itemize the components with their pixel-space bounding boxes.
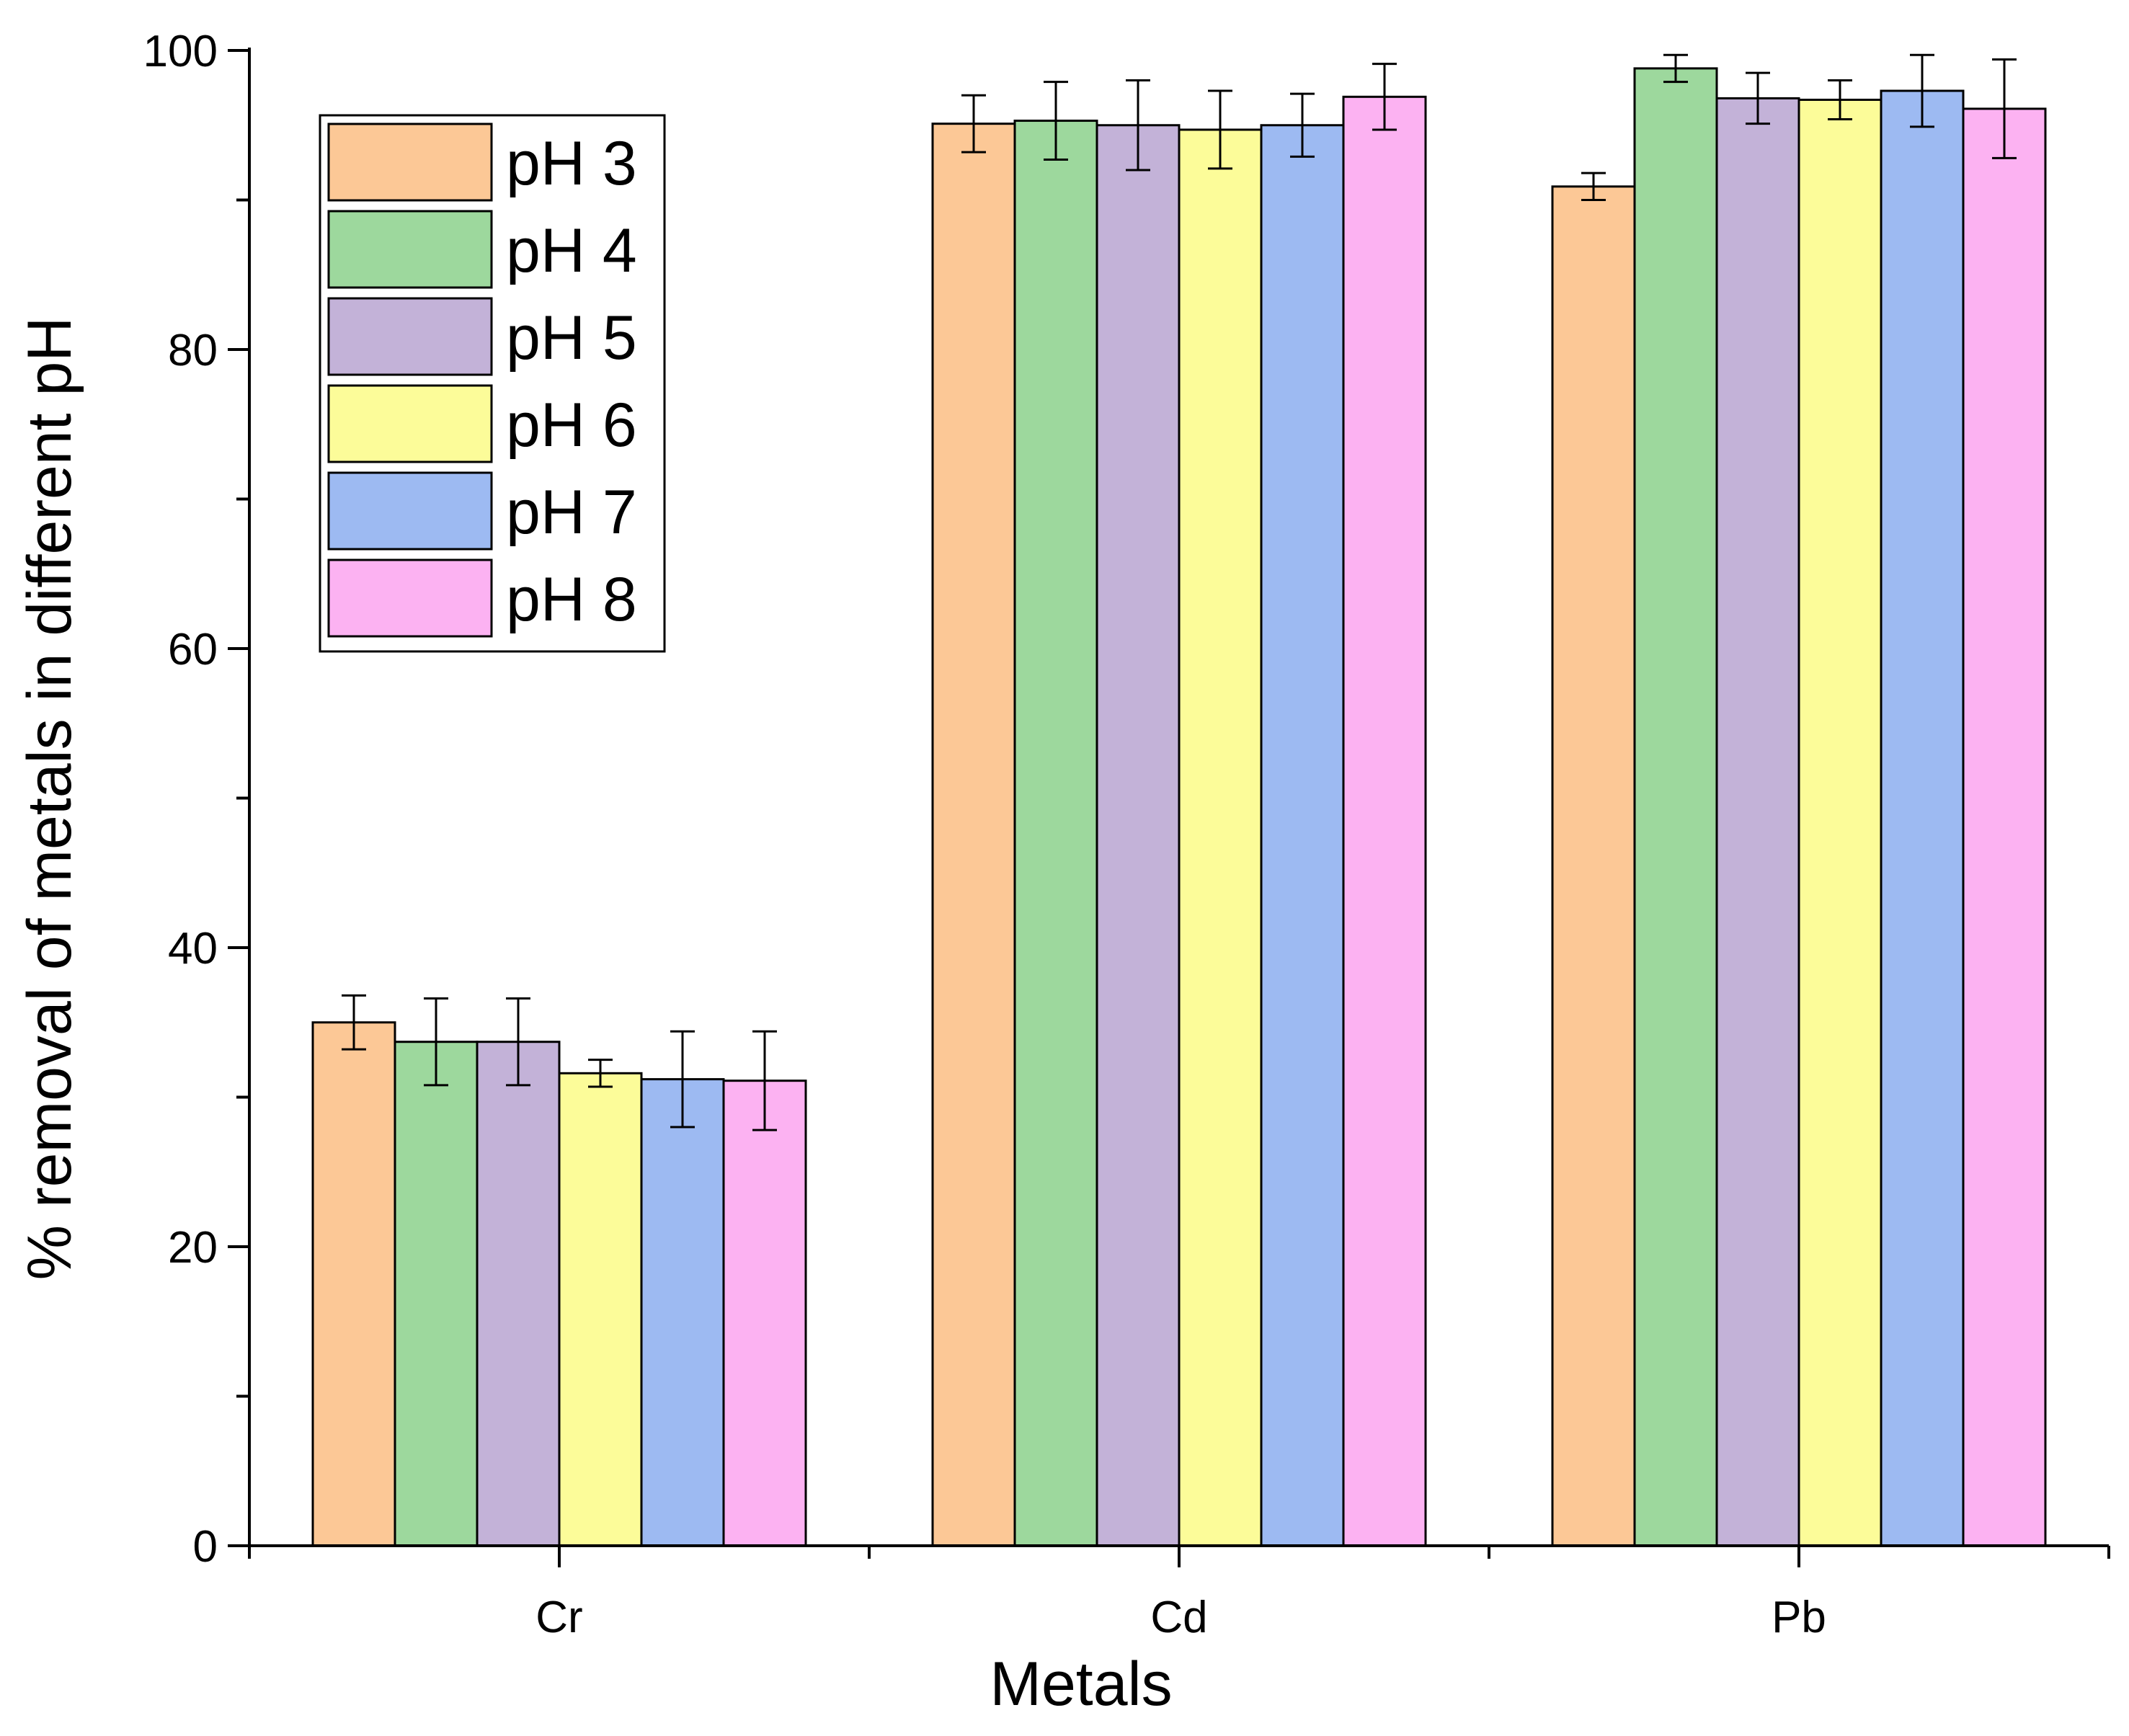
y-tick-label-0: 0 [193,1522,218,1572]
bars-layer [311,67,2047,1547]
y-tick-label-80: 80 [168,326,218,375]
error-bar-pb-ph7 [1910,53,1934,128]
bar-cd-ph5 [1095,124,1181,1547]
legend-swatch-ph6 [327,384,493,463]
legend-swatch-ph3 [327,123,493,202]
legend-label-ph4: pH 4 [506,216,637,285]
error-bar-cr-ph6 [588,1059,613,1088]
bar-cr-ph5 [476,1041,561,1547]
error-bar-cd-ph7 [1290,92,1315,158]
legend-label-ph3: pH 3 [506,129,637,198]
error-bar-pb-ph4 [1663,53,1688,84]
bar-cr-ph7 [640,1078,725,1547]
legend-swatch-ph7 [327,471,493,551]
legend-label-ph6: pH 6 [506,391,637,460]
x-tick-label-pb: Pb [1772,1593,1826,1642]
error-bar-cd-ph6 [1208,89,1232,170]
bar-cr-ph8 [722,1080,807,1547]
x-tick-label-cr: Cr [535,1593,582,1642]
bar-cr-ph6 [558,1072,643,1547]
bar-cd-ph7 [1260,124,1345,1547]
error-bar-cr-ph4 [424,997,448,1087]
bar-pb-ph4 [1633,67,1718,1547]
legend-swatch-ph8 [327,558,493,638]
x-tick-label-cd: Cd [1150,1593,1207,1642]
error-bar-cd-ph8 [1372,63,1397,131]
axes-layer: 0 20 40 60 80 100 Cr Cd Pb [143,27,2110,1642]
bar-cr-ph4 [394,1041,479,1547]
error-bars-layer [342,53,2017,1131]
y-tick-label-20: 20 [168,1223,218,1273]
error-bar-cr-ph3 [342,994,366,1051]
legend-swatch-ph5 [327,297,493,376]
legend-label-ph7: pH 7 [506,478,637,547]
error-bar-pb-ph6 [1828,79,1852,120]
y-axis-title: % removal of metals in different pH [15,317,84,1281]
bar-cd-ph8 [1342,95,1427,1547]
bar-cd-ph3 [931,123,1016,1547]
x-axis-title: Metals [990,1650,1172,1719]
error-bar-cd-ph3 [961,94,986,153]
error-bar-cr-ph5 [506,997,530,1087]
legend-label-ph8: pH 8 [506,565,637,634]
bar-cd-ph4 [1013,120,1098,1547]
legend-swatch-ph4 [327,210,493,289]
bar-pb-ph3 [1551,185,1636,1547]
y-tick-label-60: 60 [168,625,218,675]
y-tick-label-40: 40 [168,924,218,974]
error-bar-pb-ph5 [1746,71,1770,125]
bar-pb-ph5 [1715,97,1800,1547]
error-bar-cr-ph8 [752,1030,777,1131]
error-bar-cr-ph7 [670,1030,695,1129]
bar-pb-ph8 [1962,107,2047,1547]
error-bar-pb-ph3 [1581,172,1606,201]
y-tick-label-100: 100 [143,27,218,76]
legend: pH 3 pH 4 pH 5 pH 6 pH 7 pH 8 [319,114,666,653]
bar-cd-ph6 [1178,128,1263,1547]
bar-cr-ph3 [311,1021,396,1547]
bar-pb-ph7 [1880,89,1965,1547]
error-bar-pb-ph8 [1992,58,2017,159]
error-bar-cd-ph4 [1044,81,1068,161]
bar-pb-ph6 [1797,98,1883,1547]
error-bar-cd-ph5 [1126,79,1150,172]
legend-label-ph5: pH 5 [506,303,637,373]
